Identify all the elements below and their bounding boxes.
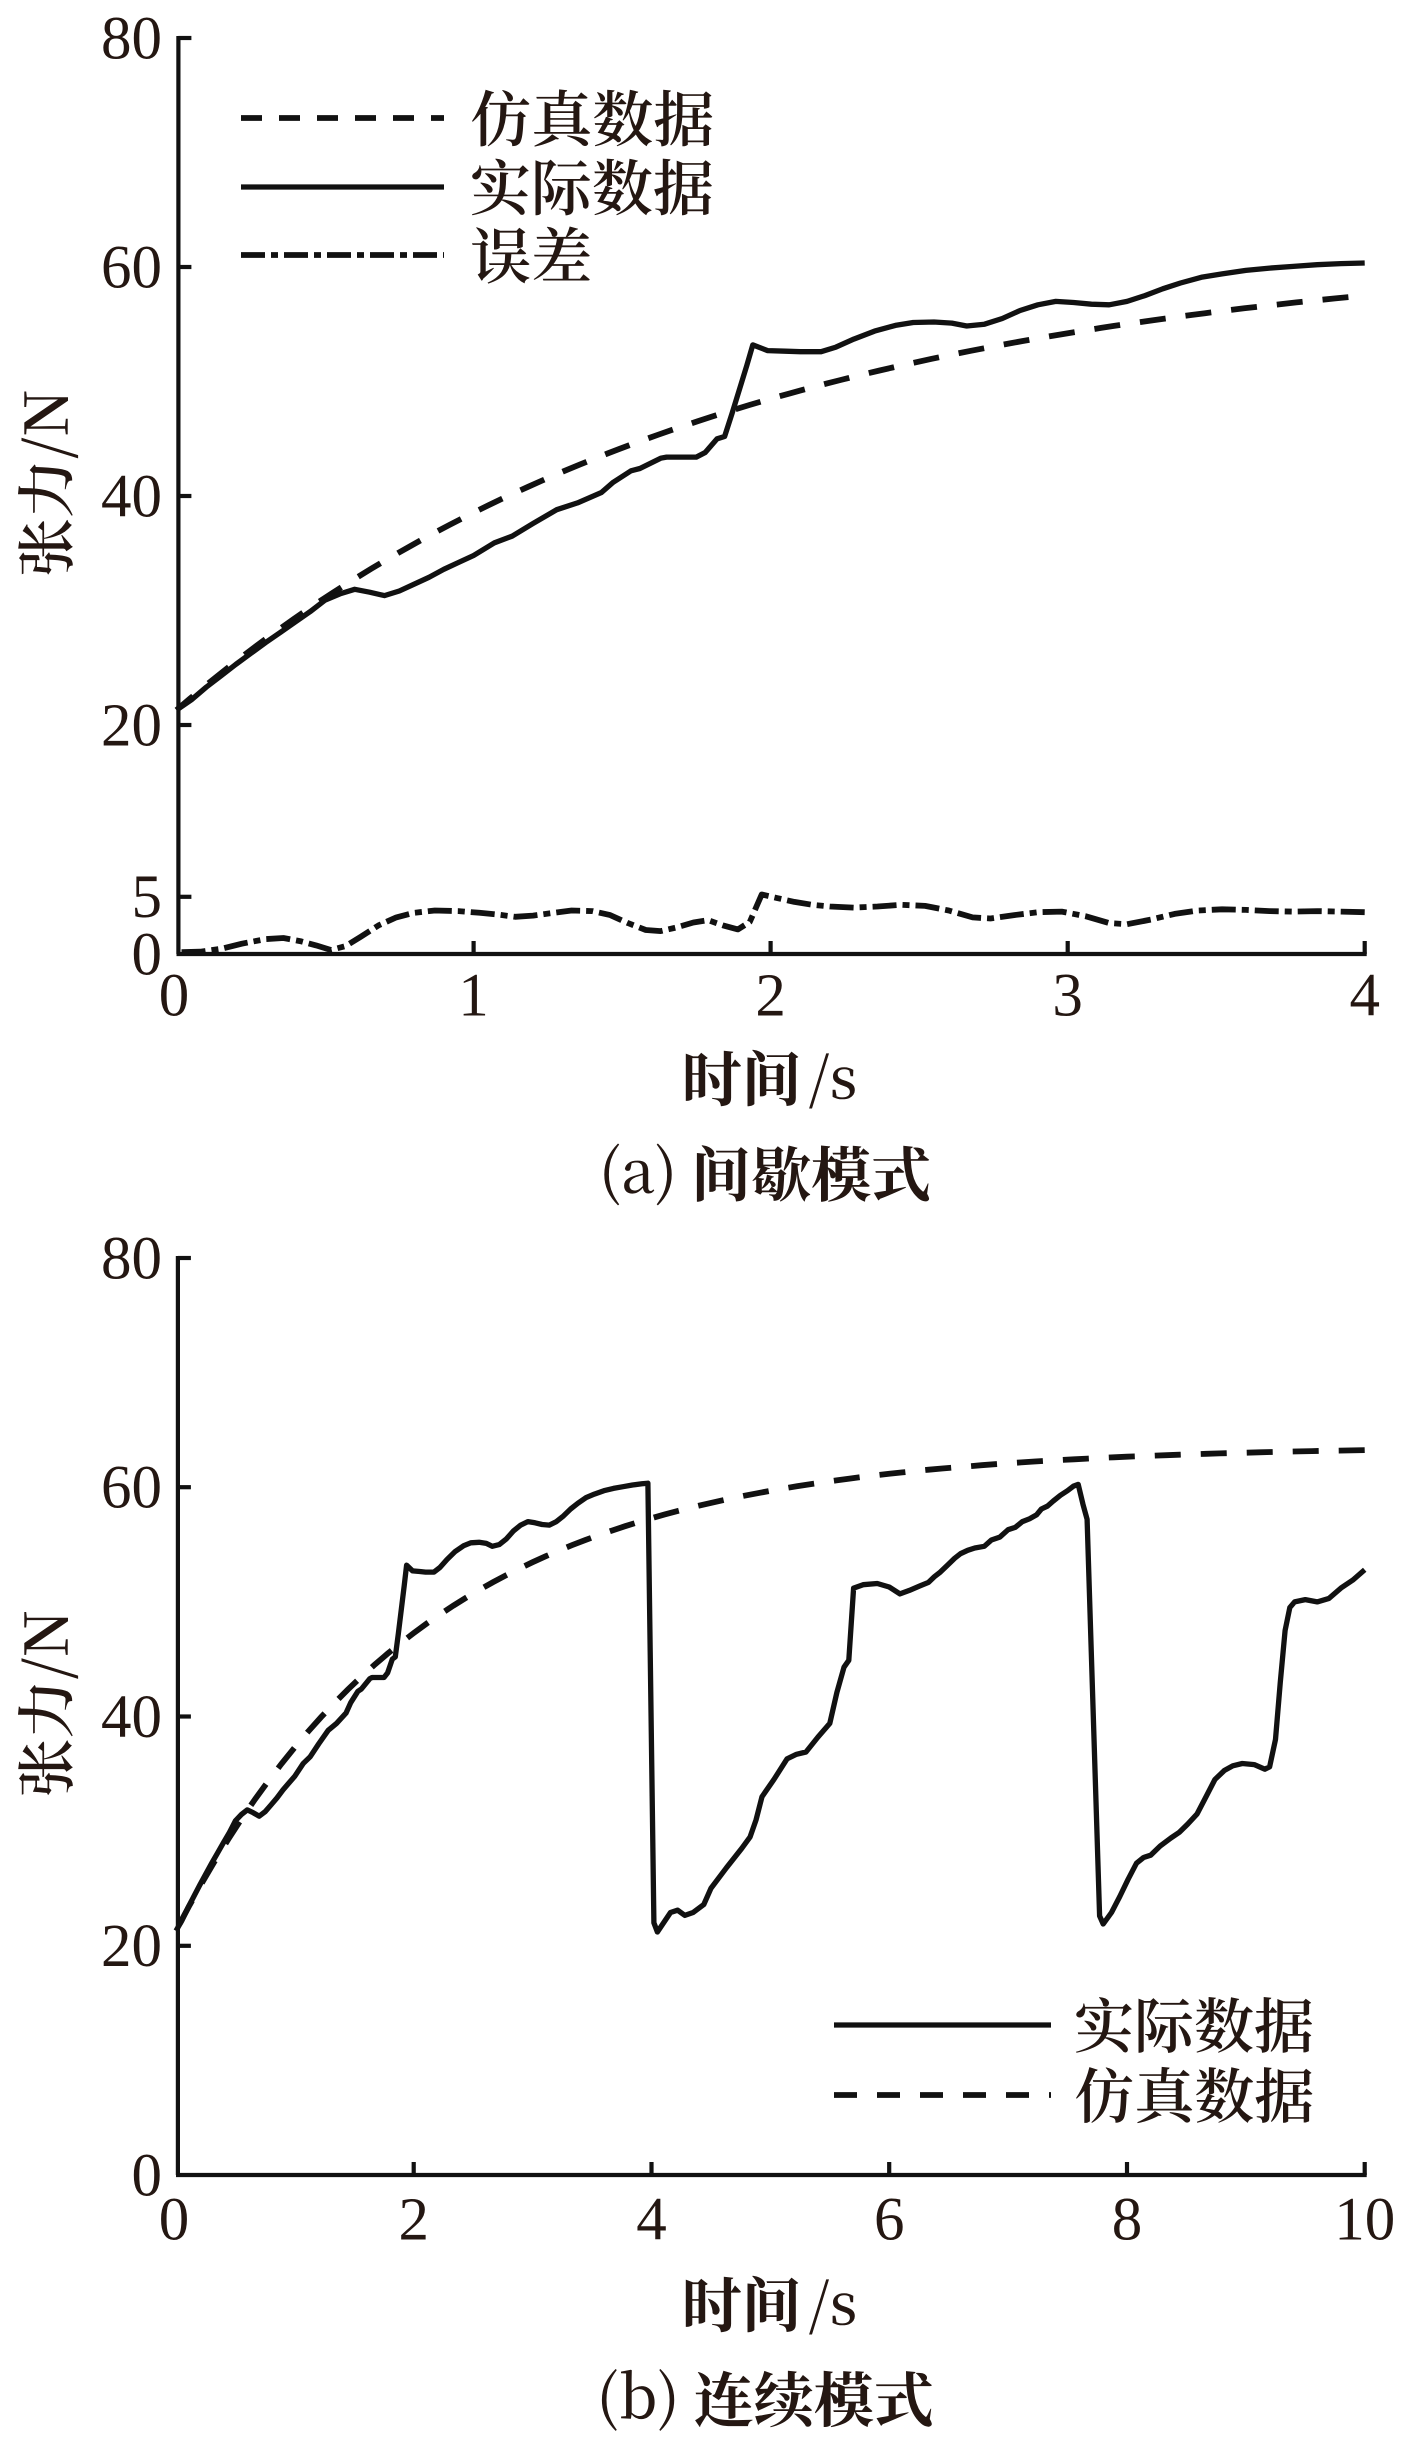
svg-text:0: 0 bbox=[159, 2186, 190, 2253]
svg-text:80: 80 bbox=[101, 1225, 162, 1292]
svg-text:60: 60 bbox=[101, 1455, 162, 1522]
svg-text:2: 2 bbox=[755, 962, 786, 1029]
svg-text:0: 0 bbox=[159, 962, 190, 1029]
svg-text:20: 20 bbox=[101, 692, 162, 759]
svg-text:40: 40 bbox=[101, 463, 162, 530]
svg-text:5: 5 bbox=[132, 864, 163, 931]
svg-text:0: 0 bbox=[132, 921, 163, 988]
svg-text:0: 0 bbox=[132, 2142, 163, 2209]
svg-text:8: 8 bbox=[1112, 2186, 1143, 2253]
svg-text:4: 4 bbox=[636, 2186, 667, 2253]
svg-text:10: 10 bbox=[1334, 2186, 1395, 2253]
svg-text:6: 6 bbox=[874, 2186, 905, 2253]
svg-text:80: 80 bbox=[101, 5, 162, 72]
svg-text:2: 2 bbox=[398, 2186, 429, 2253]
svg-text:20: 20 bbox=[101, 1913, 162, 1980]
svg-text:4: 4 bbox=[1349, 962, 1380, 1029]
svg-text:40: 40 bbox=[101, 1684, 162, 1751]
svg-text:3: 3 bbox=[1052, 962, 1083, 1029]
svg-text:1: 1 bbox=[458, 962, 489, 1029]
svg-text:60: 60 bbox=[101, 234, 162, 301]
